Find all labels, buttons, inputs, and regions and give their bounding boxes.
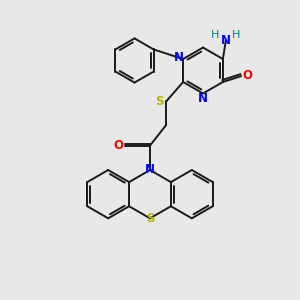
Text: N: N	[198, 92, 208, 105]
Text: H: H	[211, 31, 220, 40]
Text: N: N	[174, 51, 184, 64]
Text: N: N	[221, 34, 231, 47]
Text: O: O	[113, 139, 124, 152]
Text: H: H	[232, 31, 240, 40]
Text: N: N	[145, 163, 155, 176]
Text: S: S	[155, 95, 164, 108]
Text: O: O	[243, 69, 253, 82]
Text: S: S	[146, 212, 154, 225]
